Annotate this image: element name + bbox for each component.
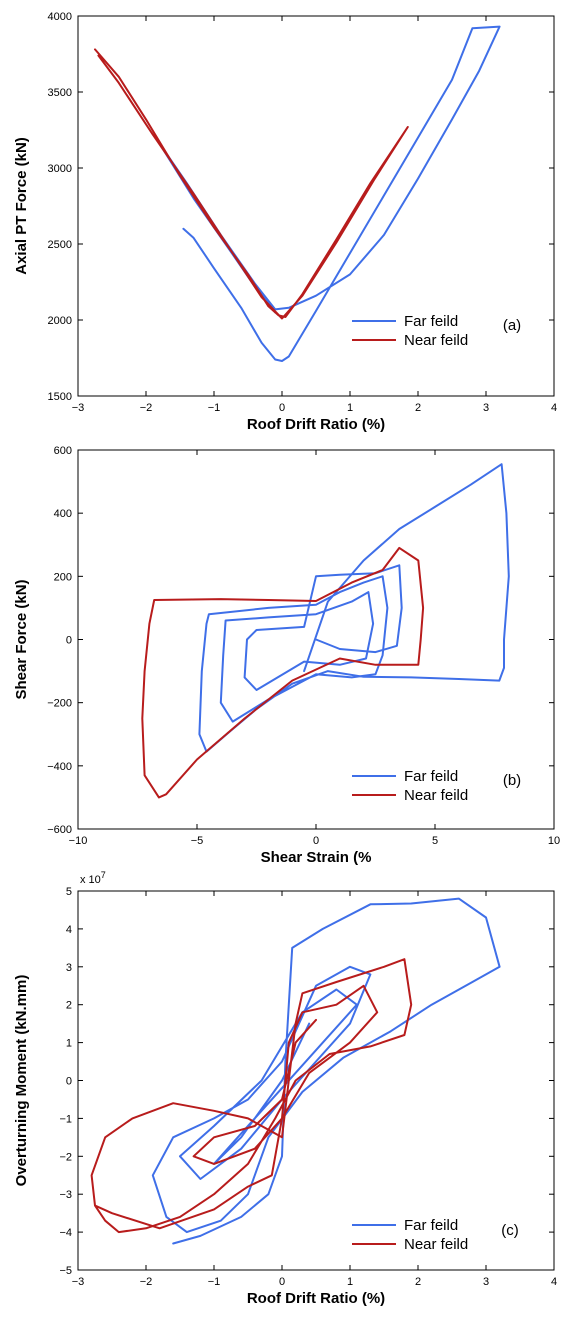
x-tick-label: −1: [208, 402, 221, 414]
x-tick-label: 0: [313, 835, 319, 847]
legend-label: Far feild: [404, 768, 458, 785]
y-tick-label: 2: [66, 1000, 72, 1012]
y-tick-label: −4: [59, 1227, 72, 1239]
legend: Far feild Near feild: [352, 313, 468, 349]
y-tick-label: 600: [54, 445, 72, 457]
legend-label: Near feild: [404, 332, 468, 349]
x-axis-label: Roof Drift Ratio (%): [247, 1290, 385, 1307]
x-tick-label: −2: [140, 402, 153, 414]
x-tick-label: 2: [415, 1276, 421, 1288]
legend-label: Far feild: [404, 1217, 458, 1234]
y-tick-label: 2500: [48, 239, 72, 251]
legend-label: Near feild: [404, 1236, 468, 1253]
y-tick-label: −1: [59, 1113, 72, 1125]
chart-panel-c: −3 −2 −1 0 1 2 3 4 −5 −4 −3 −2 −1 0 1 2 3 4 5 Roof Drift Ra…: [13, 870, 557, 1307]
y-tick-label: 3000: [48, 163, 72, 175]
legend-label: Far feild: [404, 313, 458, 330]
x-tick-label: 4: [551, 1276, 557, 1288]
y-tick-label: 400: [54, 508, 72, 520]
x-tick-label: 10: [548, 835, 560, 847]
y-tick-label: −400: [47, 761, 72, 773]
panel-label: (c): [501, 1222, 519, 1239]
y-tick-label: 200: [54, 571, 72, 583]
series-line-near-field: [141, 546, 425, 799]
y-tick-label: 0: [66, 1076, 72, 1088]
y-axis-label: Shear Force (kN): [13, 579, 30, 699]
x-axis-label: Shear Strain (%: [261, 849, 372, 866]
x-tick-label: −2: [140, 1276, 153, 1288]
series-line-far-field: [158, 25, 501, 362]
y-tick-label: 0: [66, 635, 72, 647]
series-line-near-field: [90, 958, 413, 1234]
x-tick-label: 5: [432, 835, 438, 847]
legend: Far feild Near feild: [352, 768, 468, 804]
y-tick-label: 1: [66, 1038, 72, 1050]
x-tick-label: 0: [279, 402, 285, 414]
y-tick-label: 3500: [48, 87, 72, 99]
y-axis-label: Axial PT Force (kN): [13, 137, 30, 275]
x-tick-label: 1: [347, 402, 353, 414]
x-tick-label: −5: [191, 835, 204, 847]
x-tick-label: −3: [72, 1276, 85, 1288]
chart-panel-a: −3 −2 −1 0 1 2 3 4 1500 2000 2500 3000 3500 4000 Roof …: [13, 11, 557, 433]
series-line-far-field: [198, 463, 510, 753]
legend: Far feild Near feild: [352, 1217, 468, 1253]
x-tick-label: 2: [415, 402, 421, 414]
panel-label: (b): [503, 772, 521, 789]
y-tick-label: 2000: [48, 315, 72, 327]
axes-frame: [77, 15, 555, 397]
x-tick-label: 3: [483, 1276, 489, 1288]
y-axis-label: Overturning Moment (kN.mm): [13, 975, 30, 1187]
y-tick-label: −600: [47, 824, 72, 836]
x-tick-label: 4: [551, 402, 557, 414]
y-tick-label: 1500: [48, 391, 72, 403]
series-line-near-field: [94, 48, 409, 320]
y-axis-multiplier: x 107: [80, 870, 106, 886]
legend-label: Near feild: [404, 787, 468, 804]
x-tick-label: 1: [347, 1276, 353, 1288]
y-tick-label: −200: [47, 698, 72, 710]
y-tick-label: 5: [66, 886, 72, 898]
y-tick-label: 4000: [48, 11, 72, 23]
x-tick-label: 3: [483, 402, 489, 414]
y-tick-label: −2: [59, 1151, 72, 1163]
series-line-far-field: [151, 897, 501, 1245]
x-tick-label: −10: [69, 835, 88, 847]
x-tick-label: −1: [208, 1276, 221, 1288]
y-axis-multiplier-exponent: 7: [101, 870, 106, 880]
x-tick-label: 0: [279, 1276, 285, 1288]
y-tick-label: −3: [59, 1189, 72, 1201]
y-tick-label: 4: [66, 924, 72, 936]
chart-panel-b: −10 −5 0 5 10 −600 −400 −200 0 200 400 600 Shear Str…: [13, 445, 560, 866]
x-axis-label: Roof Drift Ratio (%): [247, 416, 385, 433]
y-tick-label: 3: [66, 962, 72, 974]
x-tick-label: −3: [72, 402, 85, 414]
y-tick-label: −5: [59, 1265, 72, 1277]
panel-label: (a): [503, 317, 521, 334]
